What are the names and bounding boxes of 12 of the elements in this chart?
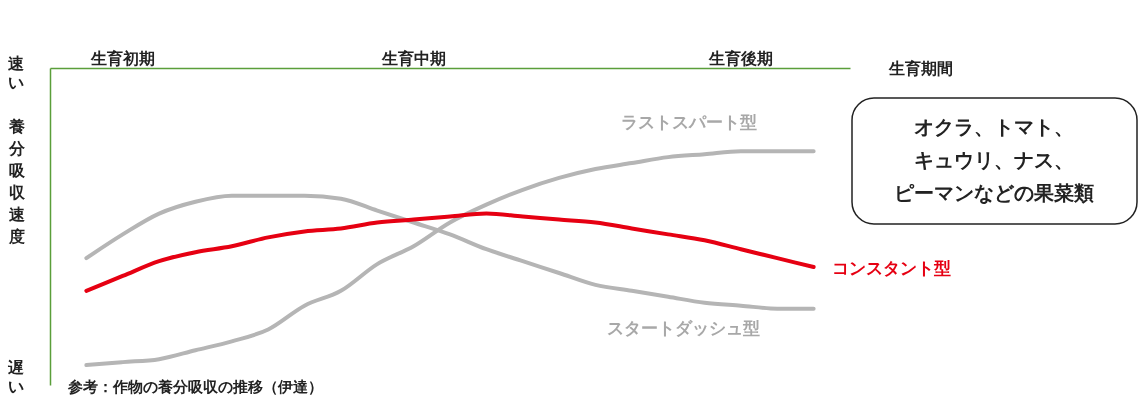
y-axis-title: 養分吸収速度 [7,116,26,246]
text: オクラ、トマト、キュウリ、ナス、ピーマンなどの果菜類 [894,115,1094,205]
series-label: コンスタント型 [831,258,951,279]
x-axis-title: 生育期間 [887,58,953,78]
series-label: スタートダッシュ型 [607,317,761,338]
x-tick-label: 生育中期 [381,48,447,68]
x-tick-label: 生育後期 [708,48,774,68]
text: 速い [8,54,25,92]
text: 参考：作物の養分吸収の推移（伊達） [67,378,323,396]
x-tick-label: 生育初期 [90,48,156,68]
series-label: ラストスパート型 [620,112,757,133]
text: 遅い [7,358,24,396]
